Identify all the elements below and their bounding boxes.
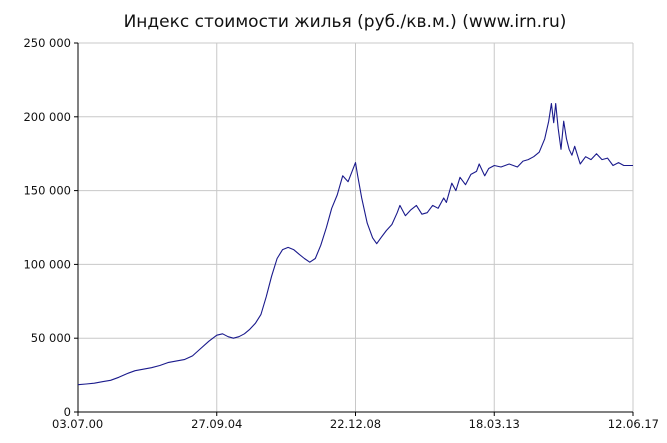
y-tick-label: 150 000 [23,184,71,198]
y-tick-label: 50 000 [31,331,71,345]
y-tick-label: 250 000 [23,36,71,50]
y-tick-label: 100 000 [23,257,71,271]
x-tick-label: 27.09.04 [191,417,242,431]
axes [74,42,634,416]
x-tick-label: 12.06.17 [608,417,659,431]
tick-labels: 0 50 000 100 000 150 000 200 000 250 000 03.07… [23,36,659,431]
grid-lines [78,42,634,412]
y-tick-label: 0 [64,405,71,419]
series-line [77,102,633,386]
x-tick-label: 03.07.00 [52,417,103,431]
chart-title: Индекс стоимости жилья (руб./кв.м.) (www… [124,12,567,32]
series-layer [77,102,633,386]
y-tick-label: 200 000 [23,110,71,124]
x-tick-label: 18.03.13 [469,417,520,431]
x-tick-label: 22.12.08 [330,417,381,431]
